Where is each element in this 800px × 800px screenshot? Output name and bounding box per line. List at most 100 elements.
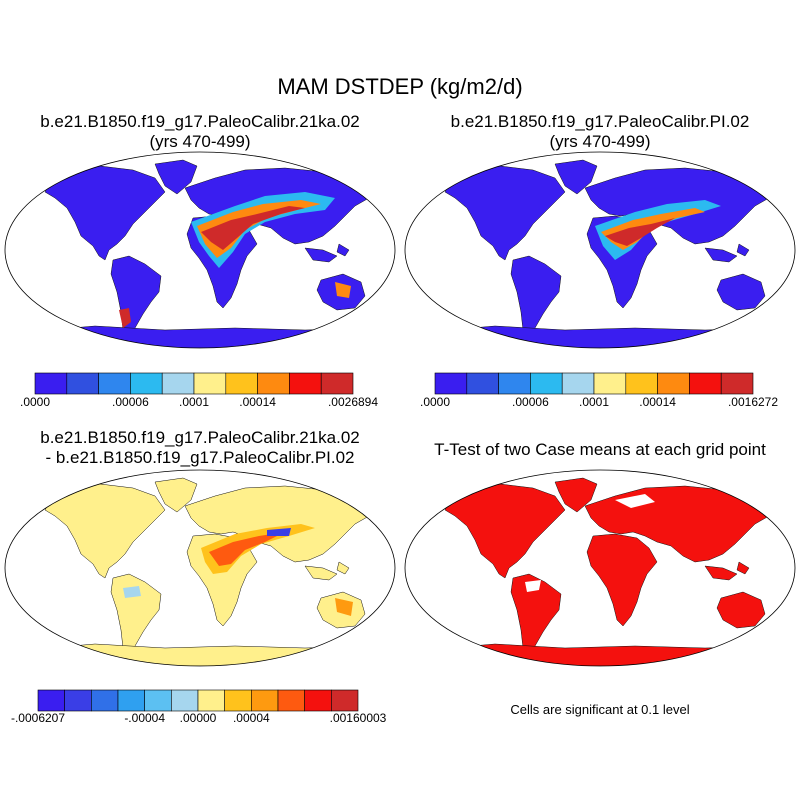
colorbar-3-label-1: -.00004 <box>124 711 165 725</box>
colorbar-1-box-8 <box>289 372 322 395</box>
colorbar-3-box-9 <box>277 689 305 712</box>
colorbar-3-box-8 <box>251 689 279 712</box>
colorbar-2-label-2: .0001 <box>579 395 609 409</box>
p1-land-seasia <box>304 243 350 263</box>
p3-australia-positive <box>335 598 353 616</box>
colorbar-2-box-3 <box>530 372 563 395</box>
colorbar-3-label-4: .00160003 <box>330 711 387 725</box>
map-border-pi <box>404 151 796 349</box>
panel-title-difference-line1: b.e21.B1850.f19_g17.PaleoCalibr.21ka.02 <box>40 428 360 447</box>
colorbar-1-box-1 <box>66 372 99 395</box>
colorbar-2-box-8 <box>689 372 722 395</box>
colorbar-2: .0000 .00006 .0001 .00014 .0016272 <box>420 372 778 409</box>
panel-title-21ka-line1: b.e21.B1850.f19_g17.PaleoCalibr.21ka.02 <box>40 112 360 131</box>
colorbar-1-box-9 <box>320 372 354 395</box>
p2-land <box>405 159 795 348</box>
colorbar-1-box-6 <box>225 372 258 395</box>
colorbar-2-label-1: .00006 <box>512 395 549 409</box>
p3-land <box>5 477 395 666</box>
colorbar-3-box-6 <box>197 689 225 712</box>
p1-land-antarctica <box>5 325 395 348</box>
colorbar-3-box-10 <box>304 689 332 712</box>
map-panel-21ka <box>5 159 395 348</box>
colorbar-1-box-4 <box>161 372 195 395</box>
panel-title-21ka: b.e21.B1850.f19_g17.PaleoCalibr.21ka.02 … <box>0 112 400 152</box>
colorbar-3-box-1 <box>64 689 92 712</box>
map-border-difference <box>4 469 396 667</box>
panel-title-difference-line2: - b.e21.B1850.f19_g17.PaleoCalibr.PI.02 <box>45 448 355 467</box>
colorbar-1-label-2: .0001 <box>179 395 209 409</box>
p3-land-sa <box>110 573 162 655</box>
panel-title-ttest-line1: T-Test of two Case means at each grid po… <box>434 440 766 459</box>
colorbars: .0000.00006.0001.00014.0026894.0000.0000… <box>11 372 778 725</box>
panel-title-pi-line1: b.e21.B1850.f19_g17.PaleoCalibr.PI.02 <box>450 112 750 131</box>
map-panel-difference <box>5 477 395 666</box>
map-panel-ttest <box>405 477 795 666</box>
panel-title-difference: b.e21.B1850.f19_g17.PaleoCalibr.21ka.02 … <box>0 428 400 468</box>
colorbar-2-box-5 <box>593 372 627 395</box>
p2-land-sa <box>510 255 562 337</box>
colorbar-3-box-0 <box>37 689 65 712</box>
colorbar-2-label-4: .0016272 <box>728 395 778 409</box>
colorbar-3-box-3 <box>117 689 145 712</box>
panel-title-pi: b.e21.B1850.f19_g17.PaleoCalibr.PI.02 (y… <box>400 112 800 152</box>
colorbar-1-label-1: .00006 <box>112 395 149 409</box>
colorbar-2-box-0 <box>434 372 468 395</box>
colorbar-1-box-5 <box>193 372 227 395</box>
p3-land-antarctica <box>5 643 395 666</box>
p2-dust-max-region <box>605 218 675 246</box>
colorbar-1-box-0 <box>34 372 68 395</box>
colorbar-3-label-2: .00000 <box>180 711 217 725</box>
significance-note: Cells are significant at 0.1 level <box>510 702 690 717</box>
p4-nonsignificant-3 <box>525 580 541 592</box>
colorbar-1-box-7 <box>257 372 290 395</box>
p3-strong-positive-anomaly <box>209 532 285 566</box>
colorbar-2-label-3: .00014 <box>639 395 676 409</box>
p2-land-antarctica <box>405 325 795 348</box>
p1-dust-max-region <box>201 206 305 250</box>
p4-land <box>405 477 795 666</box>
p3-amazon-negative <box>123 586 141 598</box>
colorbar-2-box-9 <box>720 372 754 395</box>
colorbar-3-box-4 <box>144 689 172 712</box>
panel-title-ttest: T-Test of two Case means at each grid po… <box>400 440 800 460</box>
colorbar-1-label-0: .0000 <box>20 395 50 409</box>
colorbar-3-box-5 <box>171 689 199 712</box>
colorbar-3-box-2 <box>91 689 119 712</box>
main-title: MAM DSTDEP (kg/m2/d) <box>277 74 523 99</box>
p1-land-sa <box>110 255 162 337</box>
colorbar-2-box-6 <box>625 372 658 395</box>
map-border-ttest <box>404 469 796 667</box>
p4-nonsignificant-2 <box>655 562 675 576</box>
colorbar-3-label-0: -.0006207 <box>11 711 65 725</box>
map-panel-pi <box>405 159 795 348</box>
p4-land-australia <box>716 591 766 629</box>
map-border-21ka <box>4 151 396 349</box>
p4-land-antarctica <box>405 643 795 666</box>
colorbar-1: .0000 .00006 .0001 .00014 .0026894 <box>20 372 378 409</box>
colorbar-3-box-11 <box>331 689 359 712</box>
p2-land-australia <box>716 273 766 311</box>
p4-land-seasia <box>704 561 750 581</box>
p1-patagonia-dust <box>119 308 131 328</box>
colorbar-2-box-2 <box>498 372 531 395</box>
colorbar-1-box-2 <box>98 372 131 395</box>
p2-land-seasia <box>704 243 750 263</box>
p4-land-africa <box>586 533 658 627</box>
p1-australia-dust <box>335 282 351 298</box>
colorbar-1-box-3 <box>130 372 163 395</box>
colorbar-2-label-0: .0000 <box>420 395 450 409</box>
colorbar-3-box-7 <box>224 689 252 712</box>
p3-land-seasia <box>304 561 350 581</box>
p3-negative-anomaly <box>267 528 291 536</box>
colorbar-3-label-3: .00004 <box>233 711 270 725</box>
panel-title-pi-line2: (yrs 470-499) <box>549 132 651 151</box>
colorbar-3: -.0006207 -.00004 .00000 .00004 .00160003 <box>11 689 387 725</box>
colorbar-2-box-4 <box>561 372 595 395</box>
colorbar-2-box-1 <box>466 372 499 395</box>
colorbar-2-box-7 <box>657 372 690 395</box>
panel-title-21ka-line2: (yrs 470-499) <box>149 132 251 151</box>
p1-land <box>5 159 395 348</box>
p4-nonsignificant-1 <box>615 494 655 508</box>
